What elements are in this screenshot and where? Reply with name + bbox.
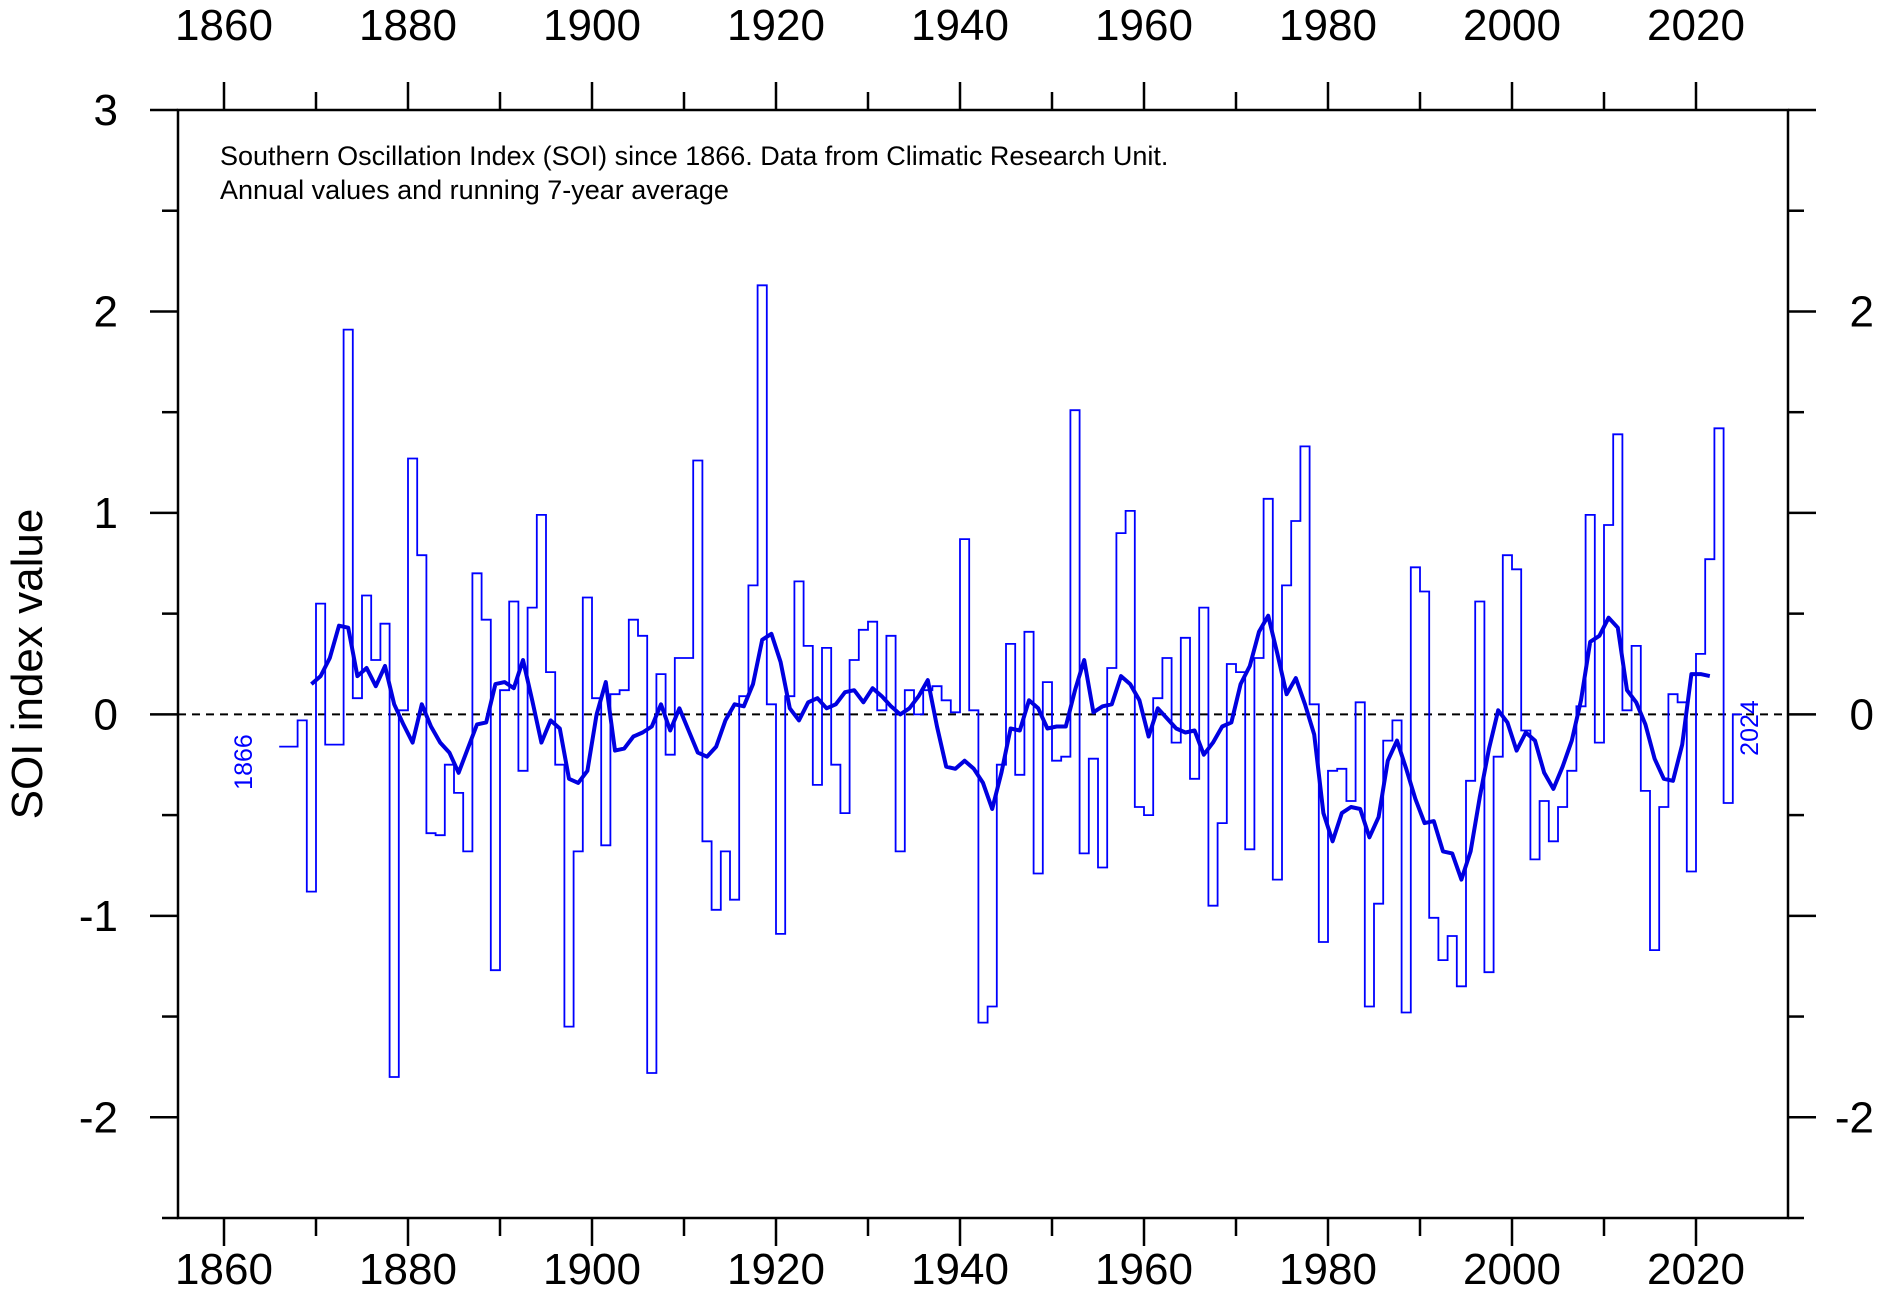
y-axis-label: SOI index value bbox=[3, 509, 52, 820]
x-tick-label-top: 1900 bbox=[543, 1, 641, 50]
x-tick-label-bottom: 1900 bbox=[543, 1245, 641, 1294]
x-tick-label-top: 1980 bbox=[1279, 1, 1377, 50]
annual-values-series bbox=[279, 284, 1742, 1078]
x-tick-label-top: 1880 bbox=[359, 1, 457, 50]
x-tick-label-bottom: 1880 bbox=[359, 1245, 457, 1294]
x-tick-label-bottom: 1940 bbox=[911, 1245, 1009, 1294]
y-tick-label-left: 2 bbox=[94, 287, 118, 336]
x-tick-label-top: 2000 bbox=[1463, 1, 1561, 50]
x-tick-label-bottom: 2020 bbox=[1647, 1245, 1745, 1294]
x-tick-label-bottom: 2000 bbox=[1463, 1245, 1561, 1294]
end-year-label: 2024 bbox=[1736, 700, 1764, 756]
x-axis: 1860 1860 1880 1880 1900 1900 1920 1920 1940 1940… bbox=[175, 1, 1745, 1294]
x-tick-label-top: 1960 bbox=[1095, 1, 1193, 50]
y-tick-label-right: 0 bbox=[1850, 690, 1874, 739]
chart-title: Southern Oscillation Index (SOI) since 1… bbox=[220, 141, 1168, 171]
y-tick-label-left: -2 bbox=[79, 1093, 118, 1142]
x-tick-label-top: 2020 bbox=[1647, 1, 1745, 50]
running-average-series bbox=[310, 613, 1711, 882]
x-tick-label-bottom: 1920 bbox=[727, 1245, 825, 1294]
x-tick-label-bottom: 1980 bbox=[1279, 1245, 1377, 1294]
y-tick-label-right: 2 bbox=[1850, 287, 1874, 336]
x-tick-label-bottom: 1960 bbox=[1095, 1245, 1193, 1294]
x-tick-label-top: 1860 bbox=[175, 1, 273, 50]
start-year-label: 1866 bbox=[230, 734, 258, 790]
y-axis: 3 2 1 0 -1 -2 2 0 -2 bbox=[79, 86, 1874, 1220]
y-tick-label-left: 3 bbox=[94, 86, 118, 135]
x-tick-label-bottom: 1860 bbox=[175, 1245, 273, 1294]
x-tick-label-top: 1940 bbox=[911, 1, 1009, 50]
y-tick-label-right: -2 bbox=[1835, 1093, 1874, 1142]
y-tick-label-left: -1 bbox=[79, 892, 118, 941]
y-tick-label-left: 0 bbox=[94, 690, 118, 739]
plot-frame bbox=[176, 108, 1790, 1220]
x-tick-label-top: 1920 bbox=[727, 1, 825, 50]
chart-subtitle: Annual values and running 7-year average bbox=[220, 175, 729, 205]
y-tick-label-left: 1 bbox=[94, 489, 118, 538]
